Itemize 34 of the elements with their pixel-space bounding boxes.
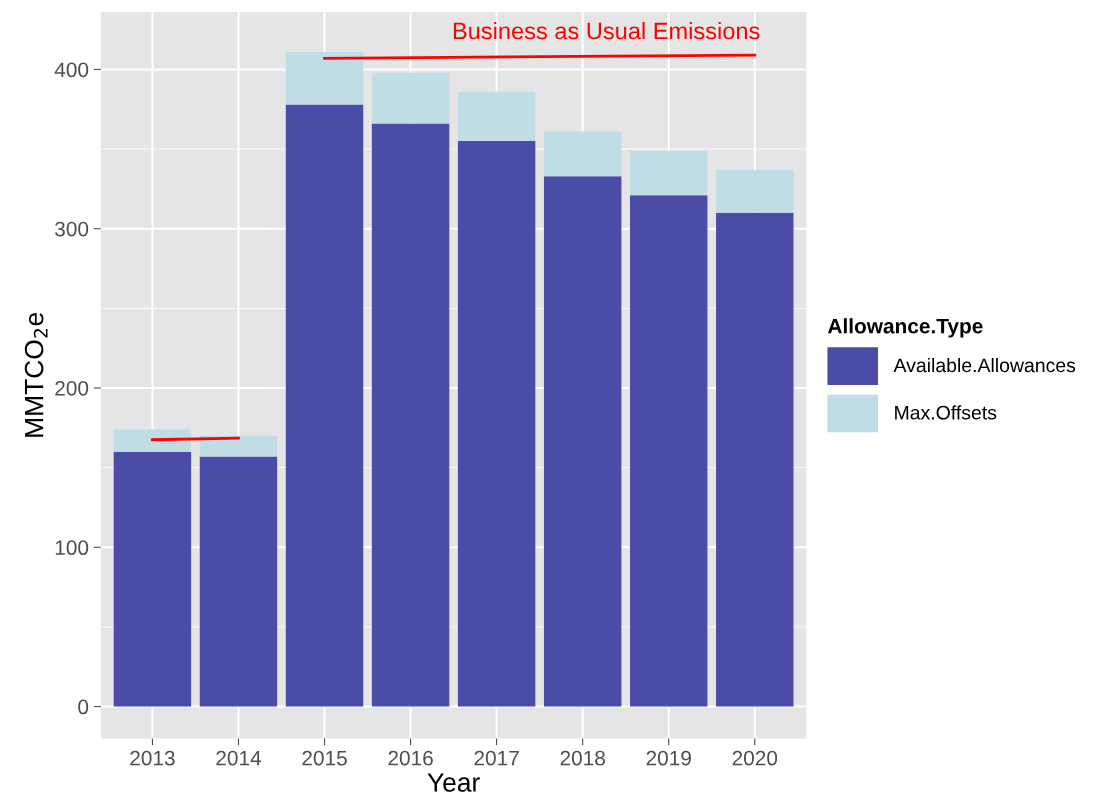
x-tick-label: 2016	[388, 750, 433, 766]
y-axis-title: MMTCO$_{2}$e	[24, 312, 48, 437]
bar	[457, 141, 536, 707]
y-tick-label: 400	[54, 62, 89, 78]
bar	[543, 131, 622, 177]
x-tick-label: 2017	[474, 750, 519, 766]
legend-label: Available.Allowances	[893, 357, 1076, 373]
x-tick-label: 2013	[130, 750, 175, 766]
bar	[371, 123, 450, 707]
bar	[113, 429, 192, 452]
bar	[716, 169, 794, 213]
bar	[285, 104, 364, 707]
bar	[457, 91, 536, 142]
legend-label: Max.Offsets	[895, 405, 997, 420]
x-tick-label: 2019	[646, 750, 691, 766]
bar	[371, 72, 450, 124]
x-tick-label: 2014	[216, 750, 262, 766]
bar	[285, 51, 364, 105]
y-tick-label: 300	[55, 221, 89, 237]
x-tick-label: 2018	[560, 750, 605, 766]
bar	[113, 451, 192, 707]
x-axis-title: Year	[427, 773, 480, 792]
x-tick-label: 2015	[302, 750, 347, 766]
bar	[630, 195, 708, 707]
legend-title: Allowance.Type	[827, 318, 983, 338]
y-tick-label: 0	[78, 699, 89, 715]
x-tick-label: 2020	[732, 750, 778, 766]
annotation: Business as Usual Emissions	[453, 21, 760, 40]
y-tick-label: 100	[55, 540, 89, 556]
bar	[630, 150, 708, 196]
bar	[543, 176, 622, 707]
bar	[199, 456, 278, 707]
y-tick-label: 200	[55, 381, 89, 396]
bar	[716, 212, 794, 707]
